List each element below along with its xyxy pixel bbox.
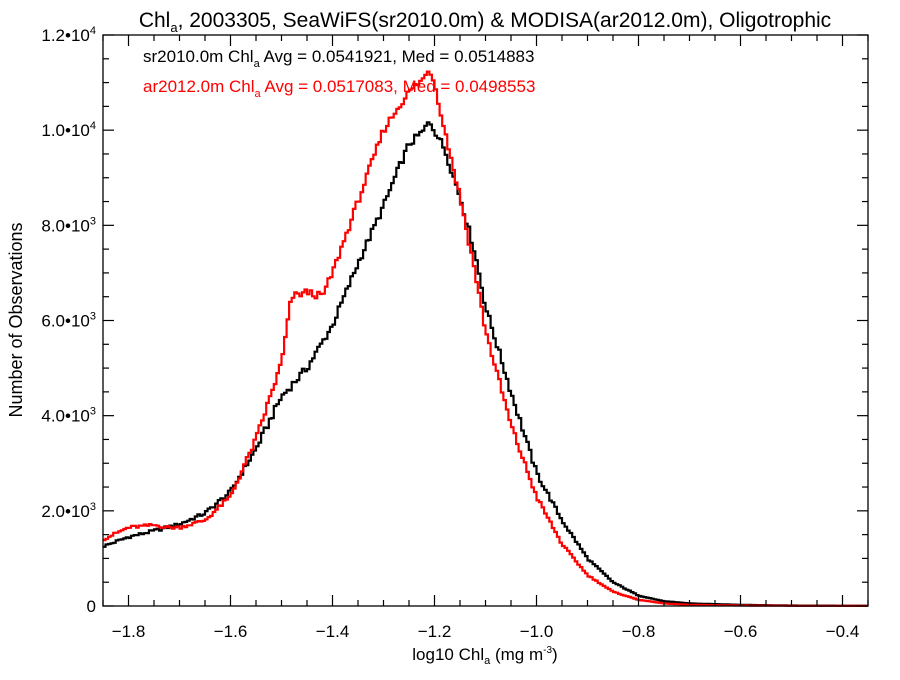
x-tick-label: −1.8	[112, 622, 146, 641]
x-tick-label: −1.0	[520, 622, 554, 641]
x-tick-label: −0.6	[724, 622, 758, 641]
stats-annotation-1: sr2010.0m Chla Avg = 0.0541921, Med = 0.…	[143, 47, 534, 70]
x-tick-label: −1.6	[214, 622, 248, 641]
x-tick-label: −1.4	[316, 622, 350, 641]
x-tick-label: −1.2	[418, 622, 452, 641]
x-tick-label: −0.4	[826, 622, 860, 641]
chart-title: Chla, 2003305, SeaWiFS(sr2010.0m) & MODI…	[139, 9, 831, 35]
y-tick-label: 1.2•104	[41, 25, 96, 45]
axes-layer	[102, 34, 869, 607]
x-axis-label: log10 Chla (mg m-3)	[412, 645, 557, 667]
x-tick-label: −0.8	[622, 622, 656, 641]
y-axis-label: Number of Observations	[6, 222, 26, 417]
y-tick-label: 6.0•103	[41, 311, 96, 331]
y-tick-label: 1.0•104	[41, 120, 96, 140]
y-tick-label: 2.0•103	[41, 501, 96, 521]
y-tick-label: 0	[87, 597, 96, 616]
stats-annotation-2: ar2012.0m Chla Avg = 0.0517083, Med = 0.…	[143, 77, 535, 100]
text-layer: −1.8 −1.6 −1.4 −1.2 −1.0 −0.8 −0.6 −0.4 0 2.0•103…	[6, 9, 859, 667]
y-tick-label: 8.0•103	[41, 215, 96, 235]
y-tick-label: 4.0•103	[41, 406, 96, 426]
